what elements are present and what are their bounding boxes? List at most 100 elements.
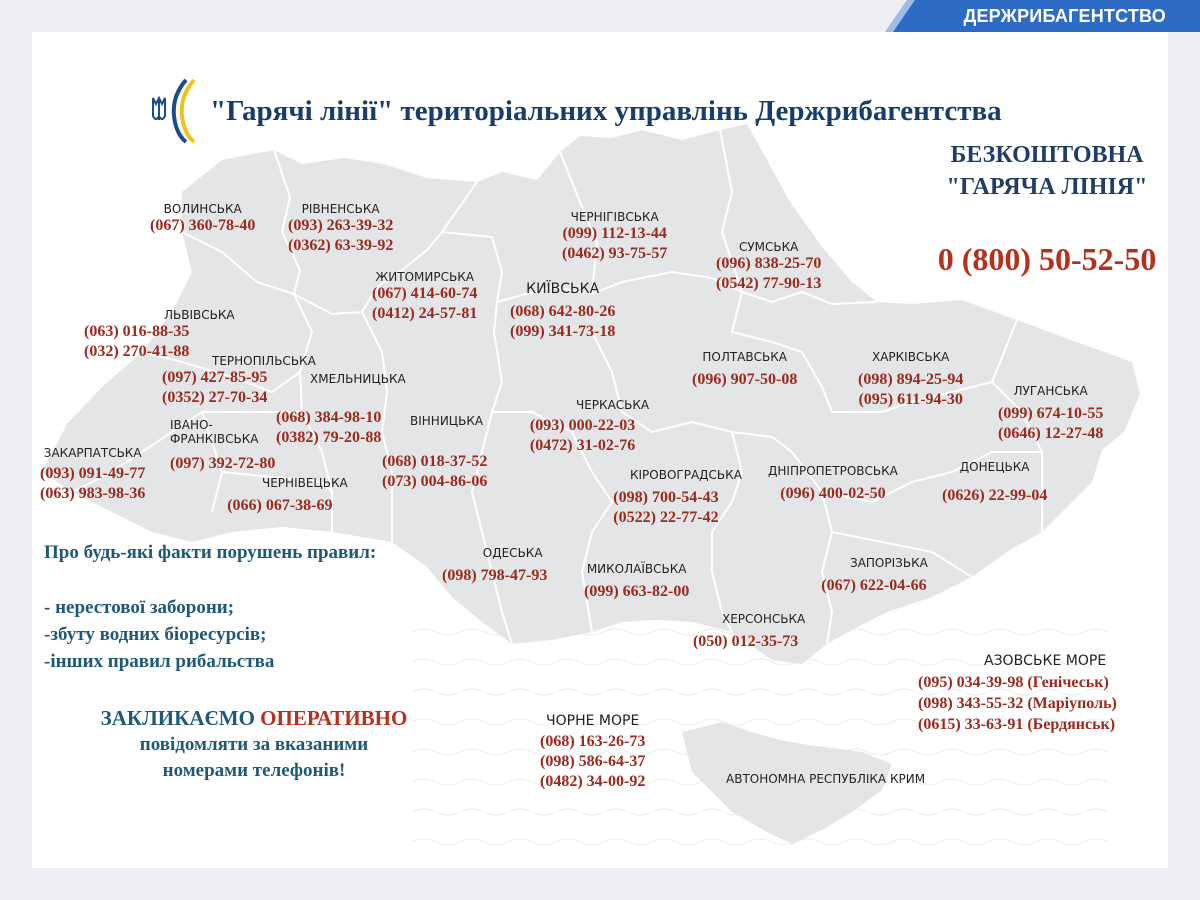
region-name: КИЇВСЬКА xyxy=(526,281,600,297)
hotline-heading-line1: БЕЗКОШТОВНА xyxy=(950,142,1144,168)
notice-item: -збуту водних біоресурсів; xyxy=(44,624,267,645)
phone-number: (032) 270-41-88 xyxy=(84,343,190,360)
region-name: КІРОВОГРАДСЬКА xyxy=(630,468,742,482)
notice-title: Про будь-які факти порушень правил: xyxy=(44,542,377,563)
region-luhanska: ЛУГАНСЬКА (099) 674-10-55 (0646) 12-27-4… xyxy=(998,384,1103,444)
call-to-action-line2: повідомляти за вказаними xyxy=(139,734,369,755)
phone-number: (0462) 93-75-57 xyxy=(562,245,668,262)
phone-number: (098) 798-47-93 xyxy=(442,567,548,584)
phone-number: (095) 611-94-30 xyxy=(858,391,963,408)
phone-number: (0542) 77-90-13 xyxy=(716,275,822,292)
region-name: ЧОРНЕ МОРЕ xyxy=(546,713,640,729)
phone-number: (0646) 12-27-48 xyxy=(998,425,1104,442)
region-name: ДОНЕЦЬКА xyxy=(959,460,1030,474)
banner-shape-icon xyxy=(885,0,1200,32)
region-name: ТЕРНОПІЛЬСЬКА xyxy=(212,354,316,368)
phone-number: (093) 091-49-77 xyxy=(40,465,146,482)
region-name: ЧЕРНІВЕЦЬКА xyxy=(262,476,348,490)
phone-number: (098) 700-54-43 xyxy=(613,489,719,506)
region-sumska: СУМСЬКА (096) 838-25-70 (0542) 77-90-13 xyxy=(716,240,821,294)
notice-item: - нерестової заборони; xyxy=(44,597,235,618)
region-mykolaivska: МИКОЛАЇВСЬКА (099) 663-82-00 xyxy=(584,562,689,602)
region-name: МИКОЛАЇВСЬКА xyxy=(586,562,687,576)
region-vinnytska-label: ВІННИЦЬКА xyxy=(410,414,483,428)
region-ternopilska: ТЕРНОПІЛЬСЬКА (097) 427-85-95 (0352) 27-… xyxy=(162,354,316,408)
phone-number: (0482) 34-00-92 xyxy=(540,773,646,790)
region-name: ХАРКІВСЬКА xyxy=(872,350,950,364)
region-cherkaska: ЧЕРКАСЬКА (093) 000-22-03 (0472) 31-02-7… xyxy=(516,398,649,456)
region-name: ЖИТОМИРСЬКА xyxy=(375,270,474,284)
region-borders xyxy=(71,129,1043,645)
region-name: ПОЛТАВСЬКА xyxy=(702,350,787,364)
phone-number: (067) 622-04-66 xyxy=(821,577,927,594)
mainland-shape xyxy=(42,124,1140,664)
phone-number: (0412) 24-57-81 xyxy=(372,305,478,322)
phone-number: (068) 642-80-26 xyxy=(510,303,616,320)
region-dnipropetrovska: ДНІПРОПЕТРОВСЬКА (096) 400-02-50 xyxy=(768,464,898,504)
phone-number: (095) 034-39-98 (Генічеськ) xyxy=(918,674,1109,691)
phone-number: (073) 004-86-06 xyxy=(382,473,488,490)
region-volynska: ВОЛИНСЬКА (067) 360-78-40 xyxy=(150,202,255,236)
region-name: ЗАКАРПАТСЬКА xyxy=(43,446,142,460)
phone-number: (099) 341-73-18 xyxy=(510,323,616,340)
region-khersonska: ХЕРСОНСЬКА (050) 012-35-73 xyxy=(686,612,805,652)
region-chernivetska: ЧЕРНІВЕЦЬКА (066) 067-38-69 xyxy=(212,476,348,516)
phone-number: (097) 392-72-80 xyxy=(170,455,276,472)
region-zakarpatska: ЗАКАРПАТСЬКА (093) 091-49-77 (063) 983-9… xyxy=(40,446,145,504)
region-khmelnytska-label: ХМЕЛЬНИЦЬКА xyxy=(310,372,406,386)
phone-number: (099) 663-82-00 xyxy=(584,583,690,600)
region-name: ЛЬВІВСЬКА xyxy=(164,308,235,322)
phone-number: (0382) 79-20-88 xyxy=(276,429,382,446)
region-kirovohradska: КІРОВОГРАДСЬКА (098) 700-54-43 (0522) 22… xyxy=(590,468,742,528)
region-azov-sea: АЗОВСЬКЕ МОРЕ (095) 034-39-98 (Генічеськ… xyxy=(918,654,1117,735)
region-name: ЗАПОРІЗЬКА xyxy=(850,556,928,570)
phone-number: (0472) 31-02-76 xyxy=(529,437,636,454)
region-name: ОДЕСЬКА xyxy=(482,546,543,560)
hotline-number: 0 (800) 50-52-50 xyxy=(937,241,1157,277)
phone-number: (0522) 22-77-42 xyxy=(613,509,719,526)
phone-number: (068) 018-37-52 xyxy=(382,453,488,470)
banner-label: ДЕРЖРИБАГЕНТСТВО xyxy=(963,6,1166,26)
phone-number: (0626) 22-99-04 xyxy=(942,487,1048,504)
ukraine-map xyxy=(42,124,1140,846)
region-crimea: АВТОНОМНА РЕСПУБЛІКА КРИМ xyxy=(726,772,925,786)
agency-logo-icon xyxy=(152,78,196,144)
poster-card: "Гарячі лінії" територіальних управлінь … xyxy=(32,32,1168,868)
phone-number: (050) 012-35-73 xyxy=(692,633,799,650)
region-lvivska: ЛЬВІВСЬКА (063) 016-88-35 (032) 270-41-8… xyxy=(84,308,235,362)
region-name: РІВНЕНСЬКА xyxy=(301,202,380,216)
phone-number: (093) 000-22-03 xyxy=(529,417,636,434)
phone-number: (098) 586-64-37 xyxy=(540,753,646,770)
region-kyivska: КИЇВСЬКА (068) 642-80-26 (099) 341-73-18 xyxy=(510,282,615,342)
phone-number: (063) 016-88-35 xyxy=(84,323,190,340)
phone-number: (0352) 27-70-34 xyxy=(162,389,268,406)
region-name: ЧЕРКАСЬКА xyxy=(576,398,650,412)
region-kharkivska: ХАРКІВСЬКА (098) 894-25-94 (095) 611-94-… xyxy=(858,350,963,410)
call-highlight: ОПЕРАТИВНО xyxy=(260,706,408,730)
phone-number: (066) 067-38-69 xyxy=(227,497,333,514)
crimea-shape xyxy=(682,722,892,844)
region-zhytomyrska: ЖИТОМИРСЬКА (067) 414-60-74 (0412) 24-57… xyxy=(372,270,477,324)
phone-number: (099) 112-13-44 xyxy=(562,225,667,242)
call-text: ЗАКЛИКАЄМО xyxy=(100,706,255,730)
region-name: АЗОВСЬКЕ МОРЕ xyxy=(984,653,1107,669)
call-to-action-line1: ЗАКЛИКАЄМО ОПЕРАТИВНО xyxy=(64,706,444,731)
region-chernihivska: ЧЕРНІГІВСЬКА (099) 112-13-44 (0462) 93-7… xyxy=(562,210,667,264)
region-name: ЛУГАНСЬКА xyxy=(1013,384,1088,398)
phone-number: (096) 907-50-08 xyxy=(692,371,798,388)
notice-item: -інших правил рибальства xyxy=(44,651,275,672)
phone-number: (093) 263-39-32 xyxy=(288,217,394,234)
region-donetska: ДОНЕЦЬКА (0626) 22-99-04 xyxy=(942,460,1047,506)
region-name: ЧЕРНІГІВСЬКА xyxy=(570,210,659,224)
phone-number: (098) 894-25-94 xyxy=(858,371,964,388)
region-name: ХМЕЛЬНИЦЬКА xyxy=(310,372,406,386)
phone-number: (096) 838-25-70 xyxy=(716,255,822,272)
phone-number: (098) 343-55-32 (Маріуполь) xyxy=(918,695,1117,712)
region-khmelnytska: (068) 384-98-10 (0382) 79-20-88 xyxy=(276,408,381,448)
call-to-action-line3: номерами телефонів! xyxy=(162,760,346,781)
region-rivnenska: РІВНЕНСЬКА (093) 263-39-32 (0362) 63-39-… xyxy=(288,202,393,256)
region-ivano-frankivska: ІВАНО- ФРАНКІВСЬКА (097) 392-72-80 xyxy=(170,418,275,474)
region-name: ФРАНКІВСЬКА xyxy=(170,432,259,446)
region-name: ІВАНО- xyxy=(170,418,213,432)
page-title: "Гарячі лінії" територіальних управлінь … xyxy=(210,95,1002,127)
